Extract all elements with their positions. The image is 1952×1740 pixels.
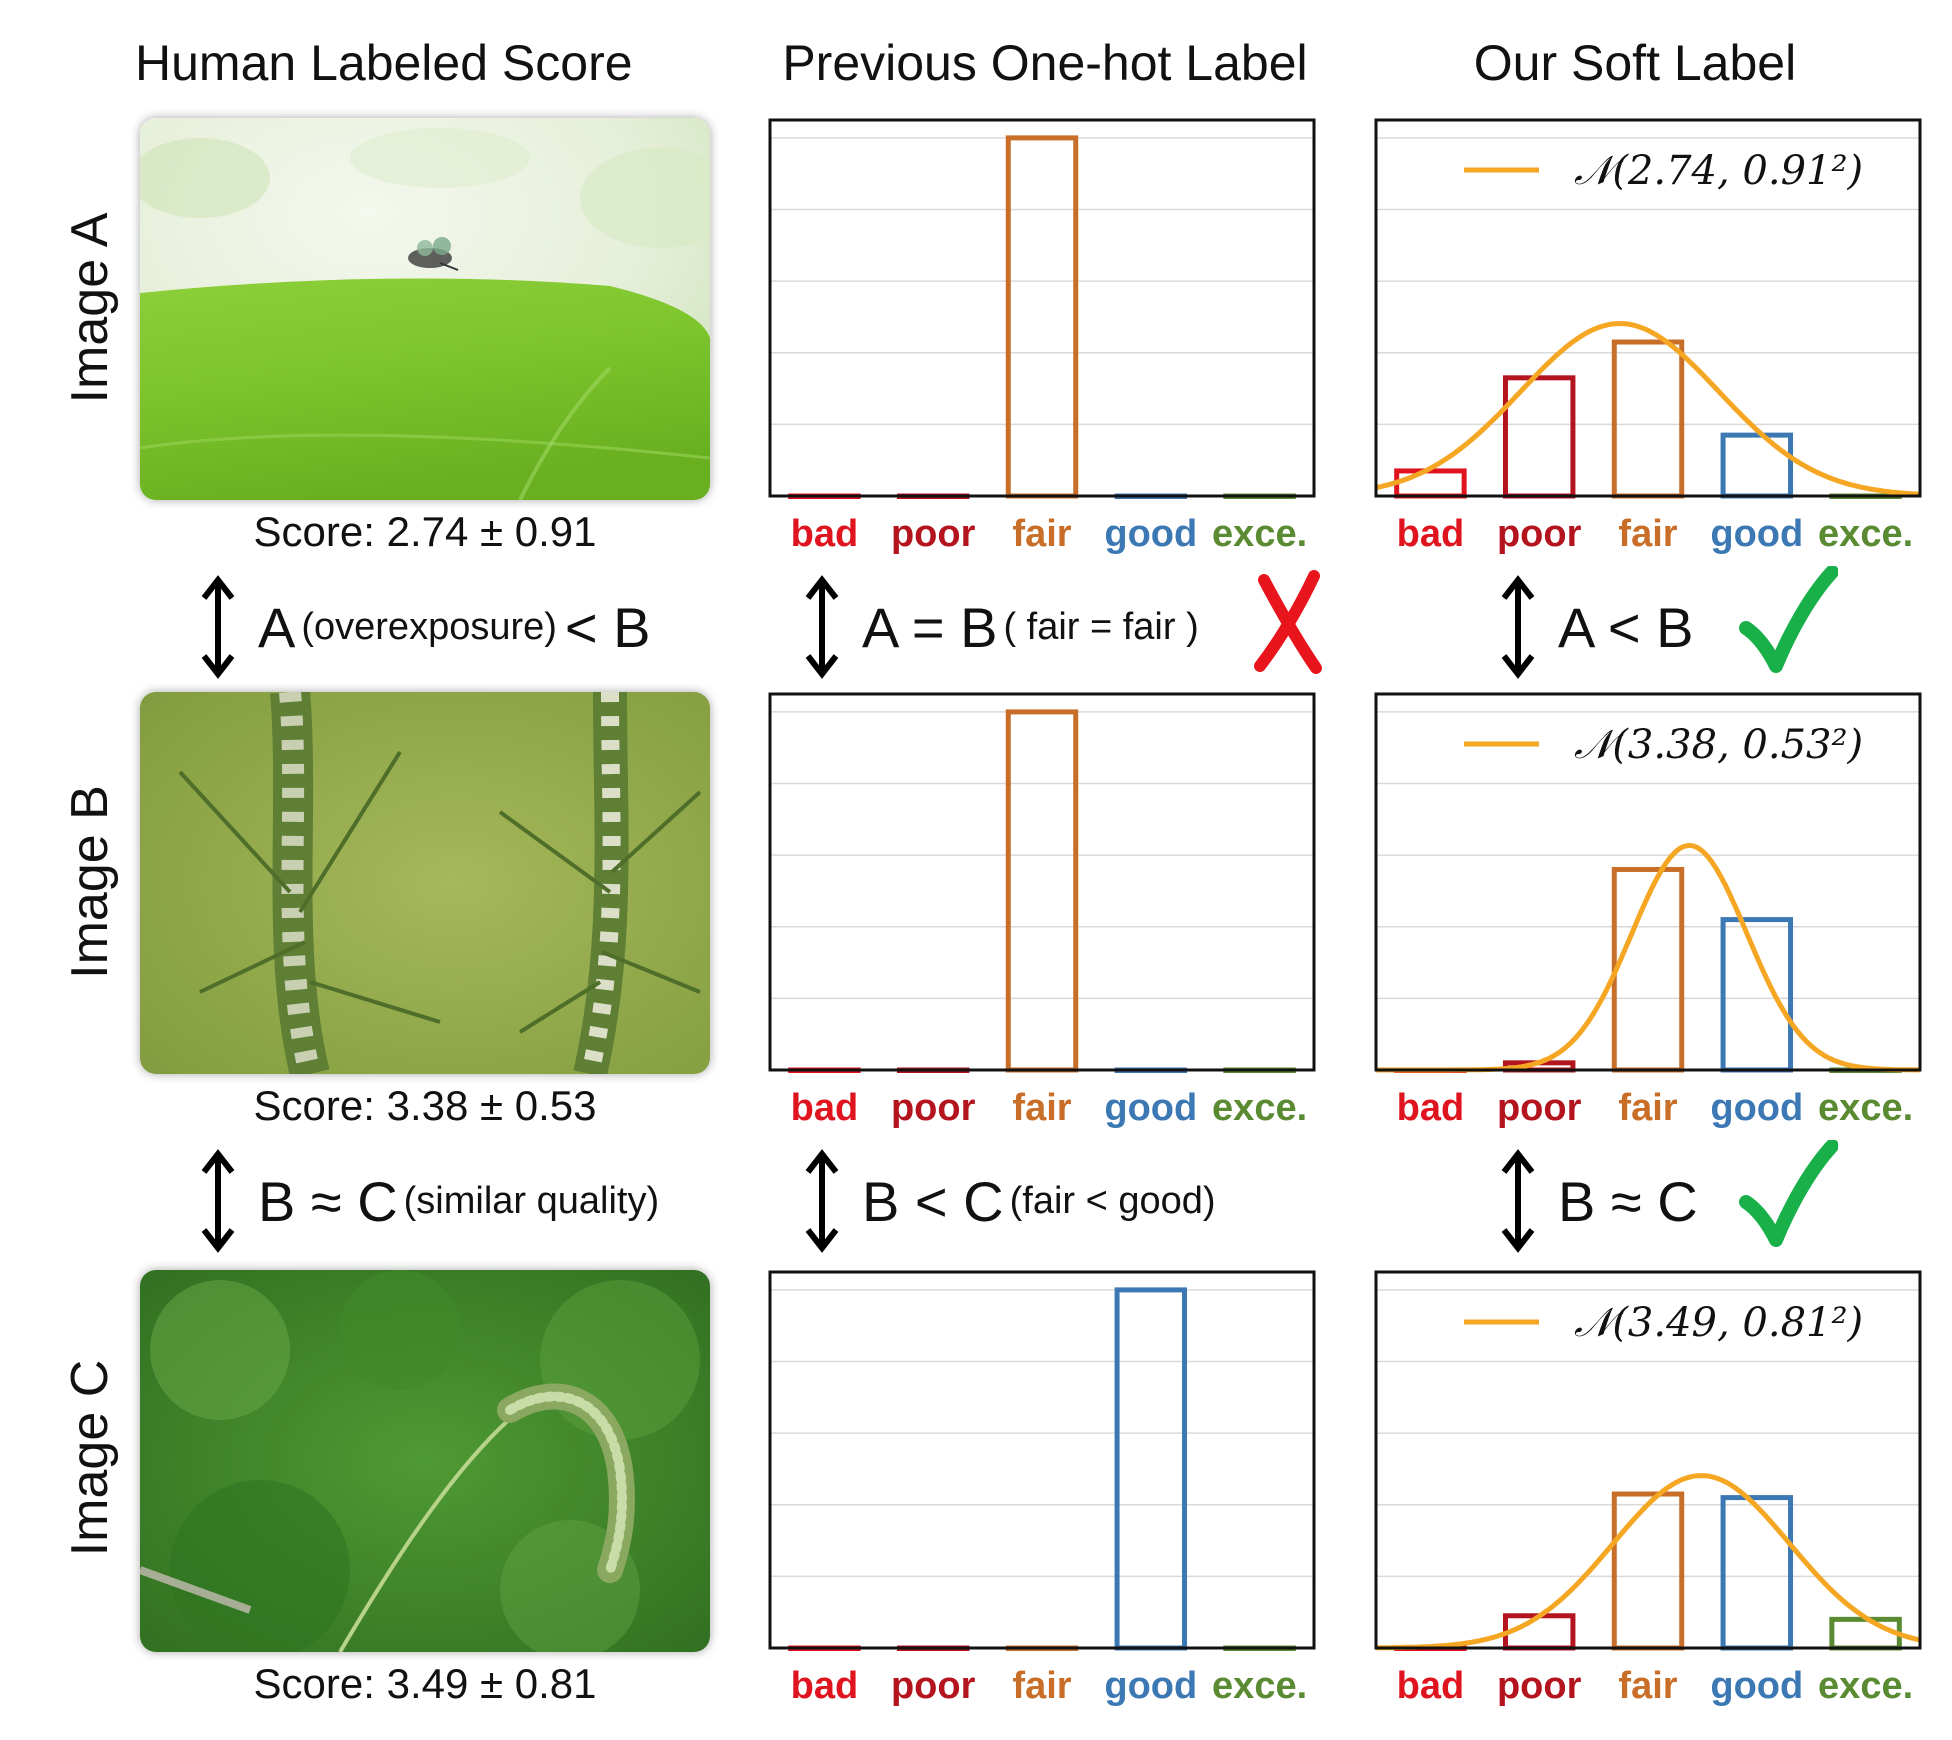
bar-bad: [1394, 468, 1467, 499]
tick-label-good: good: [1710, 1665, 1803, 1707]
relation-human-bc: B ≈ C (similar quality): [198, 1149, 660, 1253]
bar-good: [1720, 1495, 1794, 1651]
tick-label-bad: bad: [791, 513, 859, 555]
double-arrow-icon: [201, 1149, 235, 1253]
relation-soft-bc: B ≈ C: [1498, 1149, 1698, 1253]
tick-label-fair: fair: [1618, 1665, 1677, 1707]
tick-label-fair: fair: [1618, 513, 1677, 555]
tick-label-fair: fair: [1012, 1665, 1071, 1707]
relation-soft-ab: A < B: [1498, 575, 1694, 679]
double-arrow-icon: [1501, 575, 1535, 679]
relation-main: B ≈ C: [258, 1169, 398, 1233]
legend-label: 𝒩(3.38, 0.53²): [1574, 722, 1863, 768]
bar-good: [1114, 1287, 1188, 1651]
header-soft: Our Soft Label: [1473, 35, 1797, 91]
row-label-c: Image C: [61, 1359, 119, 1557]
bar-exce: [1829, 1616, 1902, 1651]
bar-fair: [1005, 135, 1079, 499]
tick-label-exce: exce.: [1818, 1087, 1913, 1129]
tick-label-bad: bad: [1397, 1087, 1465, 1129]
header-onehot: Previous One-hot Label: [782, 35, 1308, 91]
tick-label-poor: poor: [1497, 1087, 1582, 1129]
legend-label: 𝒩(2.74, 0.91²): [1574, 148, 1863, 194]
relation-rest: < B: [564, 595, 651, 659]
tick-label-fair: fair: [1012, 513, 1071, 555]
plot-frame: [768, 118, 1316, 498]
tick-label-exce: exce.: [1818, 513, 1913, 555]
gaussian-curve: [1375, 321, 1921, 497]
check-icon: [1739, 566, 1838, 673]
tick-label-poor: poor: [891, 1087, 976, 1129]
tick-label-good: good: [1710, 1087, 1803, 1129]
tick-label-poor: poor: [891, 513, 976, 555]
bar-good: [1720, 917, 1794, 1073]
double-arrow-icon: [201, 575, 235, 679]
soft-chart-b: 𝒩(3.38, 0.53²) bad poor fair good exce.: [1374, 692, 1922, 1129]
relation-onehot-ab: A = B ( fair = fair ): [802, 575, 1199, 679]
photo-image-b: [140, 692, 710, 1074]
cross-icon: [1254, 570, 1322, 674]
plot-frame: [768, 1270, 1316, 1650]
tick-label-good: good: [1104, 513, 1197, 555]
double-arrow-icon: [1501, 1149, 1535, 1253]
relation-note: (fair < good): [1009, 1179, 1216, 1222]
header-human-score: Human Labeled Score: [135, 35, 633, 91]
row-label-b: Image B: [61, 785, 119, 979]
relation-human-ab: A (overexposure) < B: [198, 575, 651, 679]
tick-label-good: good: [1104, 1665, 1197, 1707]
bar-good: [1720, 432, 1794, 499]
check-icon: [1739, 1140, 1838, 1247]
relation-main: B < C: [862, 1169, 1004, 1233]
relation-main: A: [258, 595, 296, 659]
relation-note: ( fair = fair ): [1003, 605, 1199, 648]
plot-frame: [768, 692, 1316, 1072]
relation-note: (similar quality): [403, 1179, 660, 1222]
relation-main: A = B: [862, 595, 998, 659]
tick-label-bad: bad: [1397, 1665, 1465, 1707]
score-image-a: Score: 2.74 ± 0.91: [253, 508, 597, 555]
relation-onehot-bc: B < C (fair < good): [802, 1149, 1216, 1253]
gaussian-curve: [1376, 1473, 1921, 1651]
relation-main: A < B: [1558, 595, 1694, 659]
tick-label-good: good: [1104, 1087, 1197, 1129]
bar-fair: [1611, 1491, 1685, 1651]
onehot-chart-b: bad poor fair good exce.: [768, 692, 1316, 1129]
soft-chart-a: 𝒩(2.74, 0.91²) bad poor fair good exce.: [1374, 118, 1922, 555]
tick-label-bad: bad: [1397, 513, 1465, 555]
plot-frame: [1374, 692, 1922, 1072]
score-image-b: Score: 3.38 ± 0.53: [253, 1082, 597, 1129]
tick-label-fair: fair: [1012, 1087, 1071, 1129]
bar-fair: [1611, 339, 1685, 499]
relation-main: B ≈ C: [1558, 1169, 1698, 1233]
tick-label-poor: poor: [1497, 513, 1582, 555]
gaussian-curve: [1376, 842, 1920, 1073]
tick-label-fair: fair: [1618, 1087, 1677, 1129]
tick-label-bad: bad: [791, 1665, 859, 1707]
plot-frame: [1374, 1270, 1922, 1650]
tick-label-poor: poor: [1497, 1665, 1582, 1707]
double-arrow-icon: [805, 575, 839, 679]
tick-label-exce: exce.: [1212, 513, 1307, 555]
onehot-chart-c: bad poor fair good exce.: [768, 1270, 1316, 1707]
photo-image-c: [140, 1270, 710, 1652]
soft-chart-c: 𝒩(3.49, 0.81²) bad poor fair good exce.: [1374, 1270, 1922, 1707]
tick-label-exce: exce.: [1212, 1087, 1307, 1129]
photo-image-a: [140, 118, 710, 500]
tick-label-poor: poor: [891, 1665, 976, 1707]
double-arrow-icon: [805, 1149, 839, 1253]
row-label-a: Image A: [61, 212, 119, 404]
bar-fair: [1005, 709, 1079, 1073]
tick-label-bad: bad: [791, 1087, 859, 1129]
tick-label-exce: exce.: [1212, 1665, 1307, 1707]
relation-note: (overexposure): [301, 605, 557, 648]
tick-label-exce: exce.: [1818, 1665, 1913, 1707]
onehot-chart-a: bad poor fair good exce.: [768, 118, 1316, 555]
legend-label: 𝒩(3.49, 0.81²): [1574, 1300, 1863, 1346]
score-image-c: Score: 3.49 ± 0.81: [253, 1660, 597, 1707]
plot-frame: [1374, 118, 1922, 498]
tick-label-good: good: [1710, 513, 1803, 555]
